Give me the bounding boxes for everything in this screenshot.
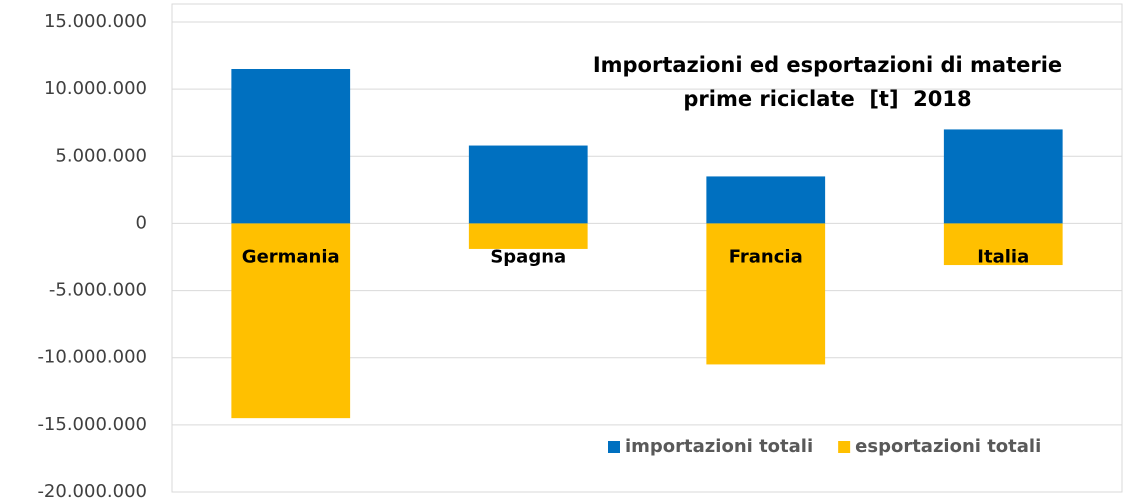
legend-label: esportazioni totali (855, 436, 1041, 457)
bar (943, 129, 1063, 224)
legend-label: importazioni totali (625, 436, 813, 457)
bar (468, 223, 588, 249)
category-label: Francia (729, 246, 803, 267)
bar (943, 223, 1063, 266)
bar (468, 145, 588, 224)
bar (231, 223, 351, 419)
y-tick-label: 0 (136, 212, 147, 233)
y-tick-label: 15.000.000 (44, 11, 147, 32)
y-tick-label: 10.000.000 (44, 78, 147, 99)
y-tick-label: -10.000.000 (37, 347, 147, 368)
bar (706, 176, 826, 224)
legend-swatch (608, 441, 620, 453)
bar (706, 223, 826, 365)
y-tick-label: -5.000.000 (49, 280, 147, 301)
y-tick-label: -20.000.000 (37, 481, 147, 500)
bar (231, 69, 351, 224)
legend-swatch (838, 441, 851, 453)
category-label: Italia (977, 246, 1029, 267)
category-label: Spagna (490, 246, 566, 267)
y-tick-label: -15.000.000 (37, 414, 147, 435)
category-label: Germania (242, 246, 340, 267)
y-tick-label: 5.000.000 (55, 145, 147, 166)
chart-title: Importazioni ed esportazioni di materie … (592, 53, 1070, 111)
